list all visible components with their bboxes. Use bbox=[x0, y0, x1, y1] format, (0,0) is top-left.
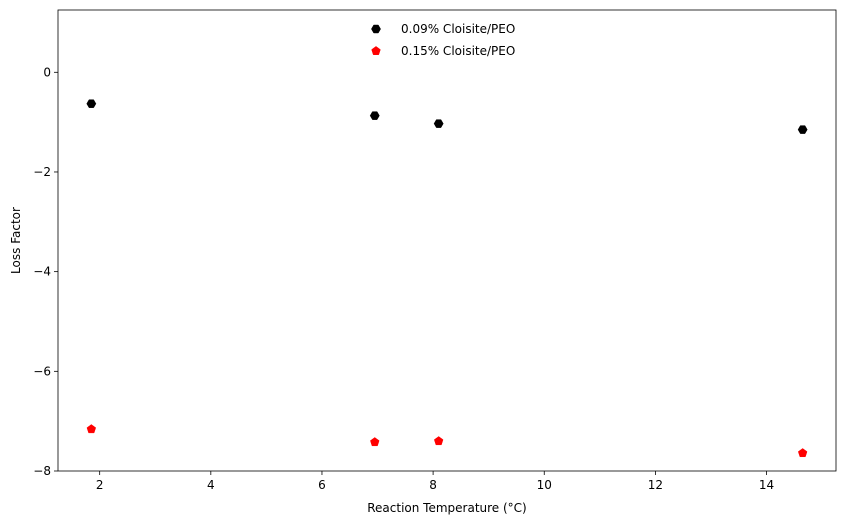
y-axis: 0 −2 −4 −6 −8 bbox=[33, 65, 58, 478]
x-tick-label: 12 bbox=[648, 478, 663, 492]
x-tick-label: 14 bbox=[759, 478, 774, 492]
y-tick-label: 0 bbox=[43, 65, 51, 79]
data-point-series-1 bbox=[369, 111, 380, 120]
data-point-series-2 bbox=[370, 437, 380, 447]
data-point-series-2 bbox=[797, 448, 808, 458]
y-axis-label: Loss Factor bbox=[9, 207, 23, 274]
plot-content bbox=[86, 99, 808, 458]
data-point-series-1 bbox=[433, 119, 444, 128]
plot-frame bbox=[57, 9, 837, 472]
y-tick-label: −2 bbox=[33, 165, 51, 179]
x-axis: 2 4 6 8 10 12 14 bbox=[96, 471, 774, 492]
x-tick-label: 2 bbox=[96, 478, 104, 492]
x-tick-label: 8 bbox=[429, 478, 437, 492]
x-axis-label: Reaction Temperature (°C) bbox=[367, 501, 527, 515]
data-point-series-2 bbox=[433, 436, 444, 446]
legend-marker bbox=[371, 46, 381, 55]
x-tick-label: 6 bbox=[318, 478, 326, 492]
x-tick-label: 10 bbox=[537, 478, 552, 492]
data-point-series-1 bbox=[86, 99, 97, 108]
y-tick-label: −4 bbox=[33, 265, 51, 279]
legend-marker bbox=[371, 24, 381, 34]
legend-label: 0.15% Cloisite/PEO bbox=[401, 44, 515, 58]
x-tick-label: 4 bbox=[207, 478, 215, 492]
y-tick-label: −8 bbox=[33, 464, 51, 478]
legend: 0.09% Cloisite/PEO 0.15% Cloisite/PEO bbox=[371, 22, 515, 58]
data-point-series-1 bbox=[797, 125, 808, 134]
y-tick-label: −6 bbox=[33, 364, 51, 378]
legend-label: 0.09% Cloisite/PEO bbox=[401, 22, 515, 36]
data-point-series-2 bbox=[86, 424, 97, 434]
